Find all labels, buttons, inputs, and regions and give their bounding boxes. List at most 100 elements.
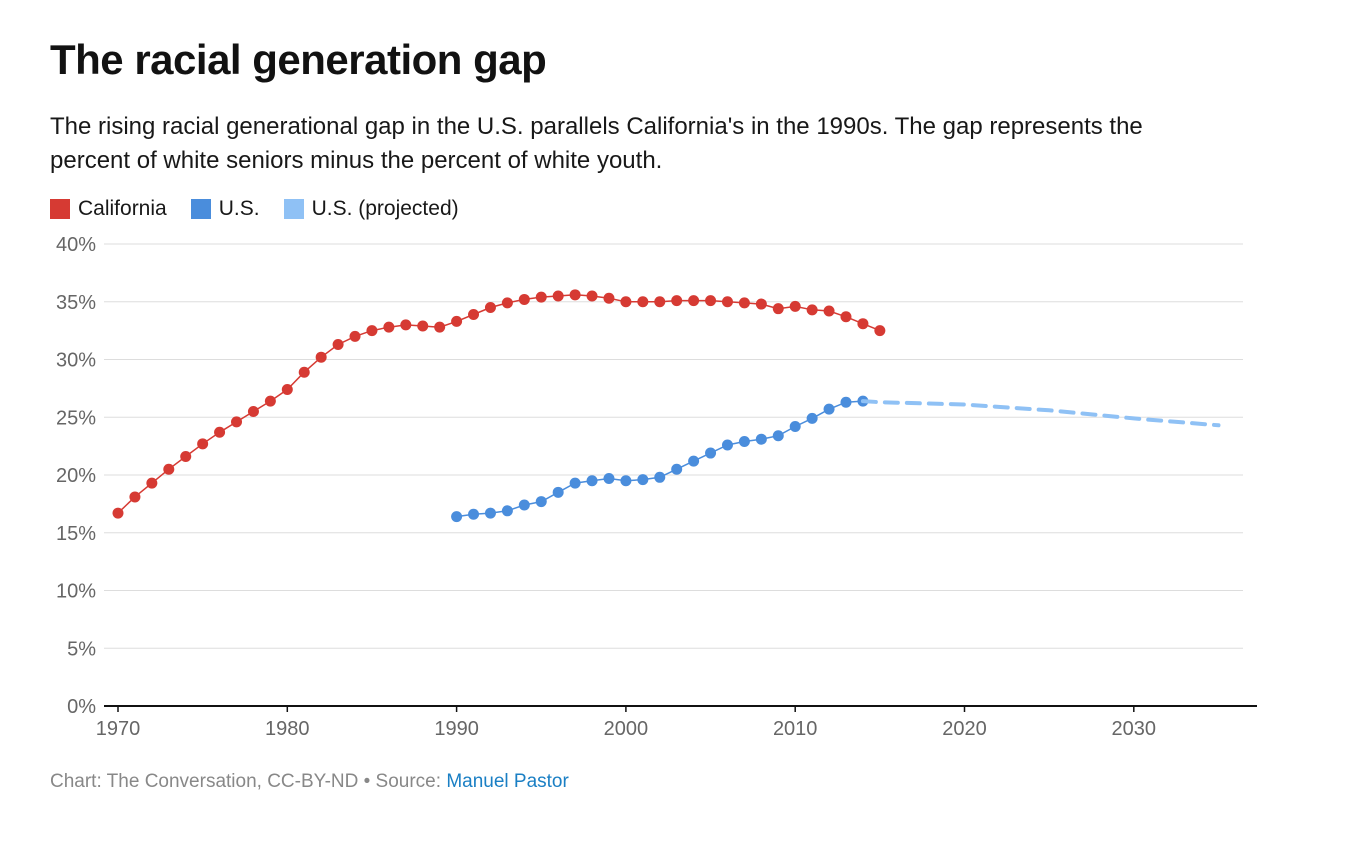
footer-credit: Chart: The Conversation, CC-BY-ND • Sour…: [50, 771, 447, 792]
data-point-california: [806, 304, 818, 316]
y-tick-label: 5%: [67, 638, 96, 660]
y-tick-label: 20%: [56, 465, 96, 487]
series-line-california: [117, 294, 881, 514]
data-point-u-s: [518, 499, 530, 511]
data-point-california: [247, 405, 259, 417]
data-point-california: [315, 351, 327, 363]
data-point-u-s: [603, 472, 615, 484]
y-tick-label: 30%: [56, 350, 96, 372]
data-point-u-s: [806, 412, 818, 424]
legend-item-us-projected[interactable]: U.S. (projected): [283, 197, 459, 221]
data-point-california: [840, 311, 852, 323]
data-point-california: [755, 298, 767, 310]
data-point-u-s: [451, 511, 463, 523]
data-point-u-s: [823, 403, 835, 415]
legend-swatch-us-projected: [283, 199, 304, 219]
series-line-u-s: [456, 400, 863, 518]
legend-label-california: California: [78, 197, 167, 220]
y-tick-label: 15%: [56, 523, 96, 545]
data-point-u-s: [705, 447, 717, 459]
data-point-california: [535, 291, 547, 303]
data-point-california: [180, 451, 192, 463]
y-tick-label: 10%: [56, 581, 96, 603]
data-point-california: [366, 325, 378, 337]
data-point-california: [637, 296, 649, 308]
data-point-u-s: [688, 455, 700, 467]
data-point-california: [349, 330, 361, 342]
footer: Chart: The Conversation, CC-BY-ND • Sour…: [50, 771, 569, 793]
data-point-california: [146, 477, 158, 489]
data-point-california: [281, 384, 293, 396]
legend-item-california[interactable]: California: [50, 197, 167, 221]
data-point-california: [721, 296, 733, 308]
data-point-california: [332, 338, 344, 350]
chart-title: The racial generation gap: [50, 36, 547, 83]
data-point-california: [518, 293, 530, 305]
data-point-california: [586, 290, 598, 302]
data-point-california: [484, 302, 496, 314]
data-point-california: [298, 366, 310, 378]
line-chart: 0% 5% 10% 15% 20% 25% 30% 35% 40% 1970 1980 1990 200…: [56, 234, 1257, 740]
data-point-california: [603, 292, 615, 304]
legend: California U.S. U.S. (projected): [50, 196, 483, 222]
y-tick-label: 0%: [67, 696, 96, 718]
data-point-california: [620, 296, 632, 308]
data-point-u-s: [484, 507, 496, 519]
data-point-california: [434, 321, 446, 333]
series-line-u-s-projected: [860, 399, 1221, 428]
x-tick-label: 1990: [434, 718, 479, 740]
x-tick-label: 1980: [265, 718, 310, 740]
legend-item-us[interactable]: U.S.: [190, 197, 260, 221]
data-point-california: [129, 491, 141, 503]
x-tick-label: 2020: [942, 718, 987, 740]
data-point-california: [417, 320, 429, 332]
data-point-california: [383, 321, 395, 333]
chart-subtitle: The rising racial generational gap in th…: [50, 113, 1143, 174]
data-point-california: [400, 319, 412, 331]
x-tick-label: 2010: [773, 718, 818, 740]
data-point-california: [501, 297, 513, 309]
data-point-california: [197, 438, 209, 450]
data-point-california: [738, 297, 750, 309]
legend-label-us-projected: U.S. (projected): [311, 197, 459, 220]
data-point-california: [231, 416, 243, 428]
y-tick-label: 25%: [56, 407, 96, 429]
data-point-california: [468, 308, 480, 320]
data-point-california: [163, 463, 175, 475]
data-point-u-s: [654, 471, 666, 483]
x-tick-label: 2000: [604, 718, 649, 740]
data-point-california: [552, 290, 564, 302]
data-point-california: [654, 296, 666, 308]
data-point-u-s: [755, 433, 767, 445]
data-point-u-s: [840, 396, 852, 408]
data-point-u-s: [586, 475, 598, 487]
data-point-california: [772, 303, 784, 315]
y-tick-label: 40%: [56, 234, 96, 256]
data-point-u-s: [738, 436, 750, 448]
data-point-california: [857, 318, 869, 330]
data-point-california: [705, 295, 717, 307]
data-point-california: [789, 300, 801, 312]
data-point-california: [264, 395, 276, 407]
data-point-u-s: [789, 420, 801, 432]
x-tick-label: 2030: [1112, 718, 1157, 740]
data-point-u-s: [569, 477, 581, 489]
data-point-u-s: [535, 496, 547, 508]
data-point-u-s: [620, 475, 632, 487]
legend-swatch-us: [190, 199, 211, 219]
data-point-u-s: [671, 463, 683, 475]
data-point-u-s: [552, 486, 564, 498]
x-tick-label: 1970: [96, 718, 141, 740]
legend-swatch-california: [50, 199, 70, 219]
data-point-california: [874, 325, 886, 337]
data-point-california: [823, 305, 835, 317]
data-point-california: [688, 295, 700, 307]
data-point-california: [451, 315, 463, 327]
data-point-california: [112, 507, 124, 519]
data-point-california: [214, 426, 226, 438]
source-link[interactable]: Manuel Pastor: [446, 771, 569, 792]
data-point-u-s: [468, 508, 480, 520]
data-point-u-s: [637, 474, 649, 486]
legend-label-us: U.S.: [218, 197, 260, 220]
y-tick-label: 35%: [56, 292, 96, 314]
